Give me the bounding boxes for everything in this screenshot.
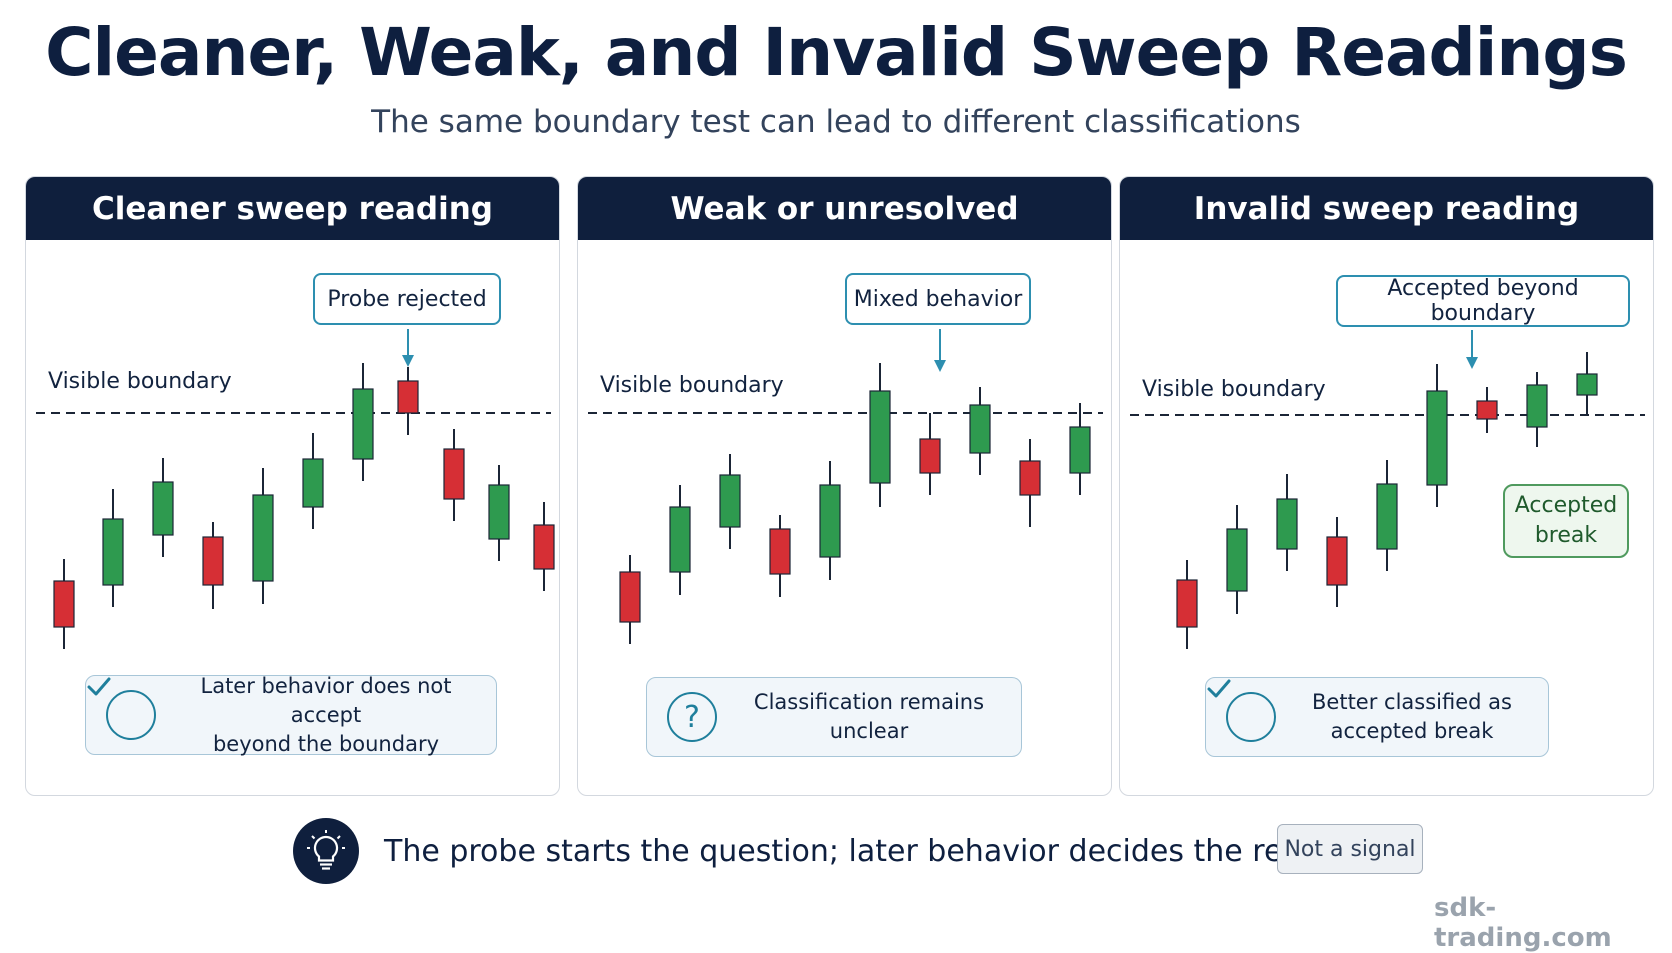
bullish-candle — [719, 474, 741, 528]
boundary-label: Visible boundary — [600, 373, 784, 398]
callout-arrowhead — [1466, 357, 1478, 369]
bullish-candle — [819, 484, 841, 558]
check-circle-icon — [1207, 679, 1276, 742]
not-a-signal-tag: Not a signal — [1277, 824, 1423, 874]
accepted-break-badge: Accepted break — [1503, 484, 1629, 558]
bullish-candle — [1576, 373, 1598, 396]
panel-title: Cleaner sweep reading — [26, 177, 559, 240]
callout-arrowhead — [934, 360, 946, 372]
result-text-line1: Classification remains unclear — [753, 690, 985, 743]
bullish-candle — [352, 388, 374, 460]
result-box: Better classified as accepted break — [1205, 677, 1549, 757]
badge-line2: break — [1534, 523, 1598, 548]
result-text-line1: Better classified as — [1312, 690, 1512, 714]
watermark: sdk-trading.com — [1434, 893, 1612, 953]
candlestick-chart-weak — [588, 329, 1103, 644]
bearish-candle — [919, 438, 941, 474]
callout-arrowhead — [402, 355, 414, 367]
bullish-candle — [102, 518, 124, 586]
bullish-candle — [1426, 390, 1448, 486]
result-text-line1: Later behavior does not accept — [200, 673, 452, 727]
panel-invalid-sweep: Invalid sweep reading Accepted beyond bo… — [1119, 176, 1654, 796]
bullish-candle — [252, 494, 274, 582]
bearish-candle — [1019, 460, 1041, 496]
question-circle-icon: ? — [667, 692, 717, 742]
badge-line1: Accepted — [1514, 493, 1618, 518]
page-title: Cleaner, Weak, and Invalid Sweep Reading… — [45, 14, 1628, 91]
bullish-candle — [669, 506, 691, 573]
callout-accepted-beyond: Accepted beyond boundary — [1336, 275, 1630, 327]
lightbulb-icon — [293, 818, 359, 884]
bearish-candle — [397, 380, 419, 414]
bullish-candle — [302, 458, 324, 508]
result-text-line2: beyond the boundary — [212, 731, 440, 756]
candles-group — [1176, 352, 1598, 649]
panel-title: Weak or unresolved — [578, 177, 1111, 240]
bullish-candle — [1226, 528, 1248, 592]
boundary-label: Visible boundary — [1142, 377, 1326, 402]
bearish-candle — [769, 528, 791, 575]
bullish-candle — [488, 484, 510, 540]
result-text: Later behavior does not accept beyond th… — [156, 672, 496, 759]
footer-takeaway: The probe starts the question; later beh… — [384, 834, 1376, 869]
bullish-candle — [1376, 483, 1398, 550]
result-box: Later behavior does not accept beyond th… — [85, 674, 497, 756]
bearish-candle — [619, 571, 641, 623]
panel-weak-unresolved: Weak or unresolved Mixed behavior Visibl… — [577, 176, 1112, 796]
candlestick-chart-cleaner — [36, 329, 555, 649]
boundary-label: Visible boundary — [48, 369, 232, 394]
result-text-line2: accepted break — [1330, 719, 1494, 743]
result-box: ? Classification remains unclear — [646, 677, 1022, 757]
bearish-candle — [1476, 400, 1498, 420]
candles-group — [53, 363, 555, 649]
bearish-candle — [1326, 536, 1348, 586]
bearish-candle — [443, 448, 465, 500]
result-text: Better classified as accepted break — [1276, 688, 1548, 746]
bearish-candle — [1176, 579, 1198, 628]
panel-title: Invalid sweep reading — [1120, 177, 1653, 240]
bearish-candle — [53, 580, 75, 628]
callout-mixed-behavior: Mixed behavior — [845, 273, 1031, 325]
candlestick-chart-invalid — [1130, 330, 1645, 649]
bearish-candle — [202, 536, 224, 586]
bearish-candle — [533, 524, 555, 570]
panel-cleaner-sweep: Cleaner sweep reading Probe rejected Vis… — [25, 176, 560, 796]
callout-probe-rejected: Probe rejected — [313, 273, 501, 325]
bullish-candle — [152, 481, 174, 536]
bullish-candle — [869, 390, 891, 484]
bullish-candle — [1069, 426, 1091, 474]
result-text: Classification remains unclear — [717, 688, 1021, 746]
bullish-candle — [1276, 498, 1298, 550]
bullish-candle — [969, 404, 991, 454]
check-circle-icon — [87, 677, 156, 740]
bullish-candle — [1526, 384, 1548, 428]
page-subtitle: The same boundary test can lead to diffe… — [371, 104, 1301, 140]
candles-group — [619, 363, 1091, 644]
